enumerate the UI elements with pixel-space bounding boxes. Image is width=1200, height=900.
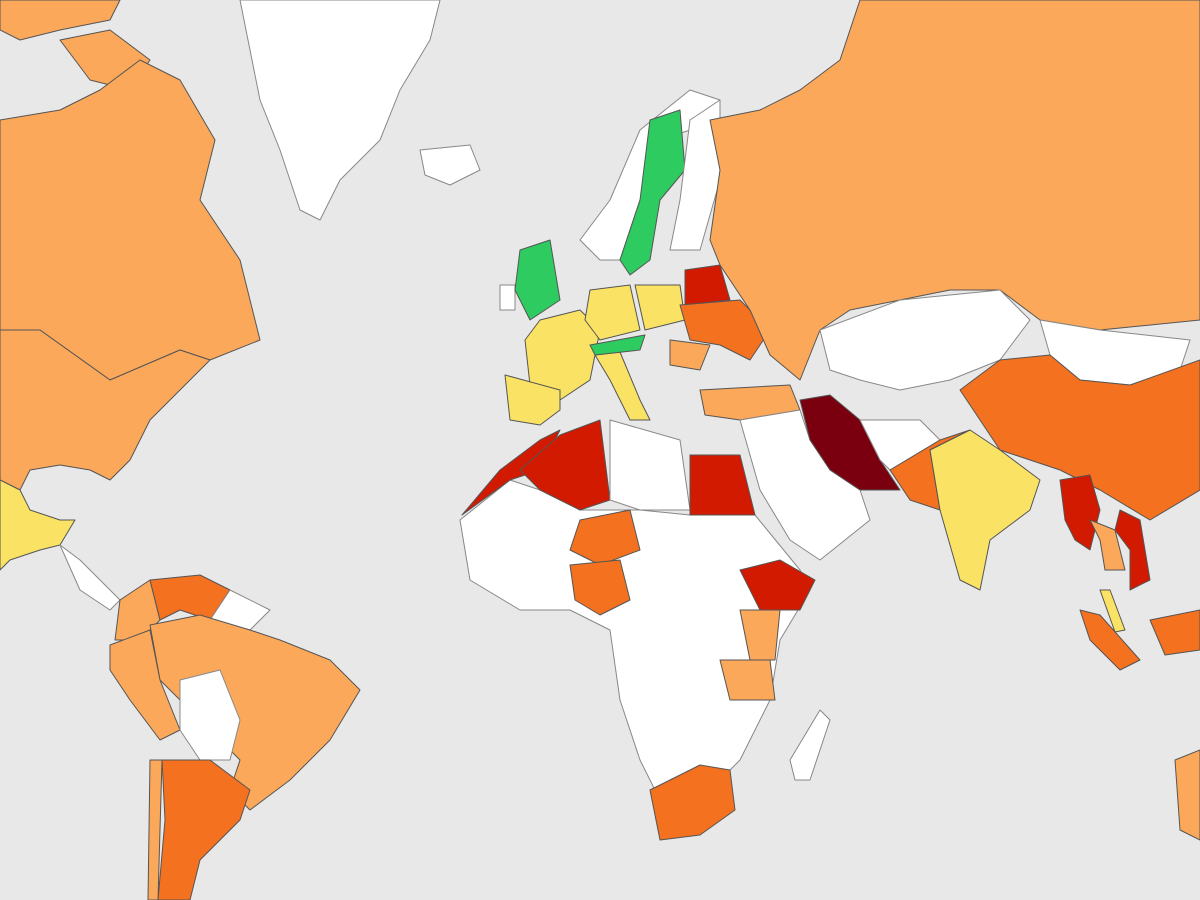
ireland xyxy=(499,284,516,311)
uk xyxy=(514,239,561,321)
australia xyxy=(1174,749,1200,841)
central-asia xyxy=(819,289,1031,391)
tanzania xyxy=(719,659,776,701)
thailand xyxy=(1089,519,1126,571)
mexico xyxy=(0,479,76,571)
belarus xyxy=(684,264,731,306)
germany xyxy=(584,284,641,341)
borneo xyxy=(1149,609,1200,656)
russia xyxy=(709,0,1200,381)
iceland xyxy=(419,144,481,186)
peru xyxy=(109,629,181,741)
india xyxy=(929,429,1041,591)
south-africa xyxy=(649,764,736,841)
austria xyxy=(589,334,646,356)
libya xyxy=(609,419,691,511)
ethiopia xyxy=(739,559,816,611)
malaysia xyxy=(1099,589,1126,633)
madagascar xyxy=(789,709,831,781)
ukraine xyxy=(679,299,771,361)
kenya xyxy=(739,609,781,661)
spain xyxy=(504,374,561,426)
vietnam xyxy=(1114,509,1151,591)
finland xyxy=(669,99,721,251)
argentina xyxy=(157,759,251,900)
myanmar xyxy=(1059,474,1101,551)
romania xyxy=(669,339,711,371)
arctic-islands xyxy=(0,0,121,41)
france xyxy=(524,309,601,401)
egypt xyxy=(689,454,756,516)
iran xyxy=(799,394,901,491)
middle-east xyxy=(739,409,871,561)
bolivia xyxy=(179,669,241,761)
morocco xyxy=(461,429,561,516)
china xyxy=(959,354,1200,521)
greenland xyxy=(239,0,441,221)
usa xyxy=(0,329,211,491)
nigeria xyxy=(569,559,631,616)
niger xyxy=(569,509,641,566)
chile xyxy=(147,759,163,900)
sumatra xyxy=(1079,609,1141,671)
